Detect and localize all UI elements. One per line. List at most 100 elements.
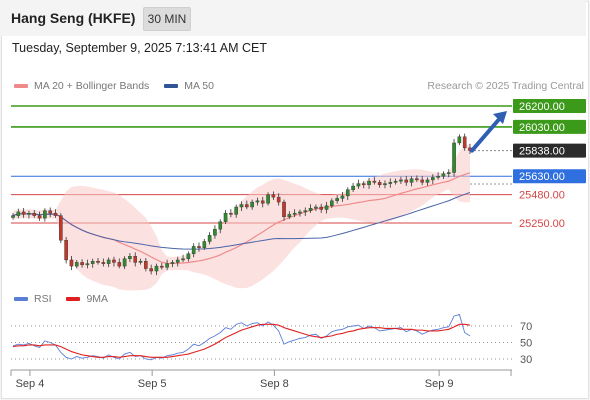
level-label-5: 25250.00 <box>519 218 565 230</box>
candle-body <box>425 179 430 183</box>
bollinger-band-area <box>13 143 470 291</box>
candle-body <box>367 180 371 186</box>
candle-body <box>239 204 244 208</box>
x-axis: Sep 4 Sep 5 Sep 8 Sep 9 <box>10 369 512 390</box>
candle-body <box>96 260 100 263</box>
candle-body <box>21 211 26 215</box>
candle-body <box>308 208 313 211</box>
legend-label-rsi: RSI <box>34 293 52 305</box>
candle-body <box>345 189 350 197</box>
candle-body <box>250 201 254 208</box>
rsi-series-rsi <box>12 313 471 361</box>
candle-body <box>159 265 164 268</box>
candle-body <box>218 221 223 230</box>
candle-body <box>149 268 153 272</box>
candle-body <box>282 201 286 218</box>
candle-body <box>324 205 329 210</box>
candle-body <box>80 262 84 266</box>
legend-item-ma20: MA 20 + Bollinger Bands <box>14 80 149 92</box>
candle-body <box>441 173 446 177</box>
candle-body <box>335 198 339 202</box>
candle-body <box>197 246 201 248</box>
legend-rsi: RSI 9MA <box>14 293 108 305</box>
candle-body <box>298 211 302 214</box>
x-tick-label-3: Sep 9 <box>425 378 454 390</box>
candle-body <box>213 228 217 236</box>
candle-body <box>314 206 318 209</box>
timestamp: Tuesday, September 9, 2025 7:13:41 AM CE… <box>12 41 268 55</box>
candle-body <box>37 215 42 219</box>
legend-label-ma50: MA 50 <box>184 80 214 92</box>
legend-item-rsi: RSI <box>14 293 52 305</box>
projection-arrow-shaft <box>470 115 503 153</box>
legend-item-ma50: MA 50 <box>164 80 214 92</box>
candle-body <box>292 212 297 215</box>
candle-body <box>431 177 435 181</box>
candle-body <box>260 200 265 204</box>
candle-body <box>11 215 15 218</box>
candle-body <box>276 196 281 203</box>
legend-item-9ma: 9MA <box>66 293 108 305</box>
projection-arrow-head <box>493 111 507 124</box>
candle-body <box>133 256 138 263</box>
instrument-title: Hang Seng (HKFE) <box>11 10 136 26</box>
candle-body <box>138 260 143 263</box>
x-tick-label-2: Sep 8 <box>260 378 289 390</box>
candle-body <box>404 179 409 183</box>
candle-body <box>383 183 387 186</box>
candle-body <box>415 178 419 181</box>
rsi-series-9ma <box>12 323 471 358</box>
timeframe-button[interactable]: 30 MIN <box>143 7 191 31</box>
legend-swatch-ma50 <box>164 84 179 89</box>
candle-body <box>287 214 292 218</box>
candle-body <box>53 212 58 216</box>
candle-body <box>170 262 175 264</box>
candle-body <box>175 259 180 263</box>
legend-swatch-rsi <box>14 297 28 302</box>
candle-body <box>234 206 238 215</box>
bollinger-layer <box>12 143 471 291</box>
candle-body <box>351 185 355 190</box>
candle-body <box>69 259 74 267</box>
candle-body <box>207 235 212 242</box>
legend-label-ma20: MA 20 + Bollinger Bands <box>34 80 150 92</box>
level-label-1: 26030.00 <box>519 122 565 134</box>
candle-body <box>101 262 106 264</box>
x-tick-label-1: Sep 5 <box>138 378 167 390</box>
level-tag-0 <box>513 99 586 113</box>
candle-body <box>330 200 334 206</box>
candle-body <box>128 256 132 259</box>
candle-body <box>27 212 31 215</box>
legend-swatch-ma20 <box>14 84 28 89</box>
candle-body <box>154 265 159 272</box>
candle-body <box>122 258 127 267</box>
chart-header: Hang Seng (HKFE) 30 MIN <box>0 0 586 36</box>
candle-body <box>436 175 440 178</box>
overlay-layer <box>470 111 507 153</box>
candle-body <box>16 211 21 216</box>
level-label-2: 25838.00 <box>519 146 565 158</box>
rsi-tick-30: 30 <box>520 354 532 366</box>
candle-body <box>64 240 68 261</box>
level-tag-3 <box>513 169 586 184</box>
level-label-3: 25630.00 <box>519 171 565 183</box>
candle-body <box>340 195 345 199</box>
candle-body <box>462 136 467 149</box>
candle-body <box>85 263 90 266</box>
candle-body <box>303 210 308 213</box>
candle-body <box>393 180 398 183</box>
candle-body <box>144 260 148 269</box>
candle-body <box>181 258 185 261</box>
candle-body <box>106 259 111 264</box>
credit-text: Research © 2025 Trading Central <box>427 80 584 92</box>
candle-body <box>319 206 324 210</box>
candle-body <box>112 259 116 263</box>
candle-body <box>271 194 276 198</box>
x-tick-label-0: Sep 4 <box>16 378 45 390</box>
levels-layer: 26200.00 26030.00 25838.00 25630.00 25480.00… <box>11 99 586 230</box>
candle-body <box>59 215 63 241</box>
ma50-line <box>12 192 471 250</box>
candle-body <box>74 262 79 267</box>
candle-body <box>43 210 47 219</box>
